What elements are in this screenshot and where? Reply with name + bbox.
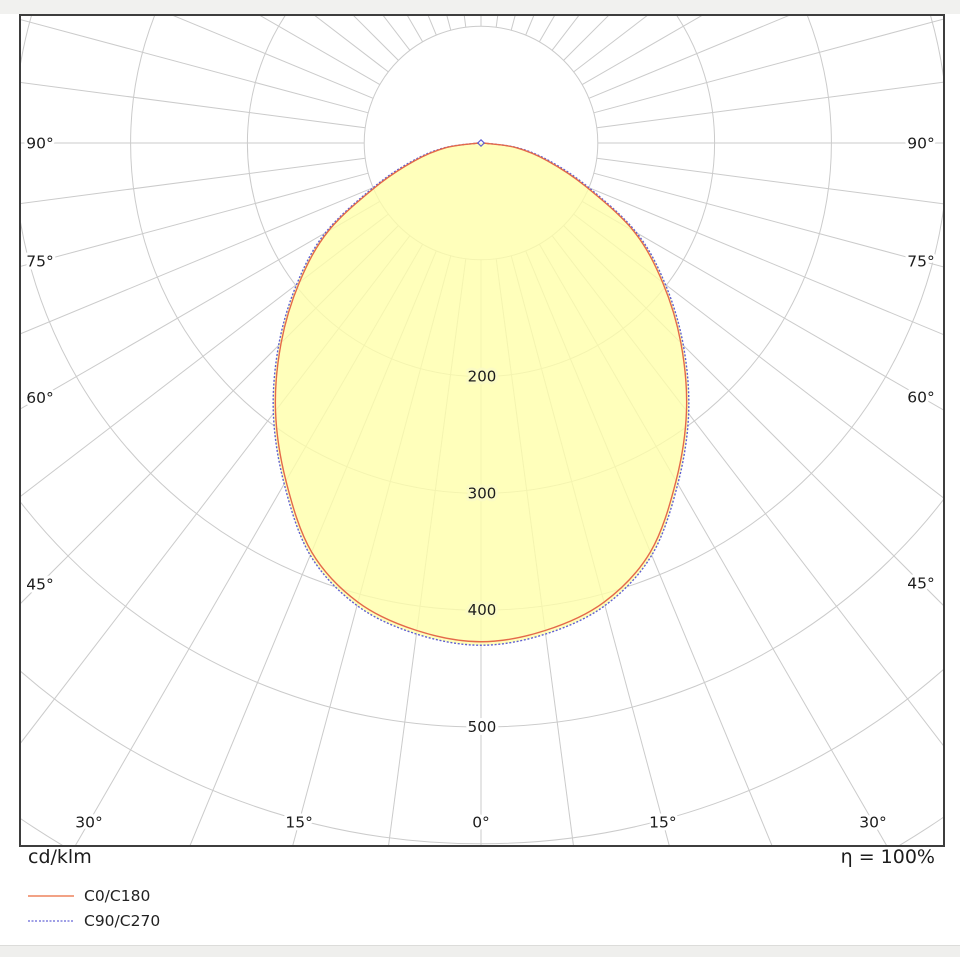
legend-row-c90: C90/C270 [28,912,161,930]
grid-radial-line-97.5 [596,81,943,129]
grid-radial-line-67.5 [588,187,943,335]
grid-radial-line-285 [21,172,369,267]
curve-c0-c180 [274,142,688,643]
legend-label-c90: C90/C270 [84,912,161,930]
angle-label-right-45: 45° [907,575,934,593]
grid-radial-line-255 [21,19,369,114]
grid-radial-line-75 [593,172,943,268]
grid-radial-line-277.5 [21,157,366,205]
origin-marker [476,138,486,148]
grid-radial-line-60 [581,200,943,411]
angle-label-bottom-left-15: 15° [285,814,312,832]
grid-radial-line-262.5 [21,81,366,129]
efficiency-label: η = 100% [840,846,935,868]
top-edge-bar [0,0,960,14]
bottom-edge-bar [0,945,960,957]
angle-label-left-90: 90° [26,135,53,153]
radius-label-300: 300 [468,484,497,502]
grid-radial-line-307.5 [21,213,389,497]
curves-group [272,138,690,646]
radius-label-200: 200 [468,368,497,386]
grid-radial-line-112.5 [588,16,789,99]
radius-label-400: 400 [468,601,497,619]
c0-line-swatch [28,895,74,897]
labels-group: 200 300 400 500 90° 90° 75° 75° 60° 60° 45° 45° 30° 3… [23,132,937,835]
angle-label-bottom-right-15: 15° [649,814,676,832]
angle-label-left-45: 45° [26,576,53,594]
units-label: cd/klm [28,846,92,868]
chart-frame-border [19,14,945,847]
angle-label-bottom-0: 0° [472,814,490,832]
angle-label-right-90: 90° [907,135,934,153]
grid-radial-line-52.5 [573,213,943,499]
intensity-fill-area [273,143,689,646]
angle-label-left-60: 60° [26,389,53,407]
grid-radial-line-315 [21,225,399,604]
grid-radial-line-82.5 [596,157,943,205]
grid-radial-line-292.5 [21,187,374,335]
angle-label-right-75: 75° [907,252,934,270]
radius-label-500: 500 [468,718,497,736]
grid-radial-line-45 [563,225,943,606]
curve-c90-c270 [272,142,690,646]
grid-radial-line-105 [593,18,943,114]
grid-radial-line-300 [21,200,381,410]
grid-radial-line-247.5 [173,16,374,99]
c90-line-swatch [28,920,74,922]
chart-legend: C0/C180 C90/C270 [28,887,161,938]
angle-label-bottom-left-30: 30° [75,814,102,832]
angle-label-right-60: 60° [907,389,934,407]
legend-row-c0: C0/C180 [28,887,160,905]
legend-label-c0: C0/C180 [84,887,151,905]
angle-label-bottom-right-30: 30° [859,814,886,832]
angle-label-left-75: 75° [26,253,53,271]
